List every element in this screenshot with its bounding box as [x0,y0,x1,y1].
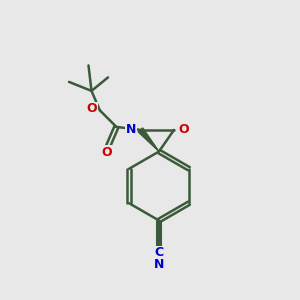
Text: O: O [101,146,112,159]
Text: O: O [178,123,189,136]
Text: N: N [125,123,136,136]
Text: O: O [86,102,97,116]
Polygon shape [138,128,159,152]
Text: C: C [154,246,164,260]
Text: N: N [154,257,164,271]
